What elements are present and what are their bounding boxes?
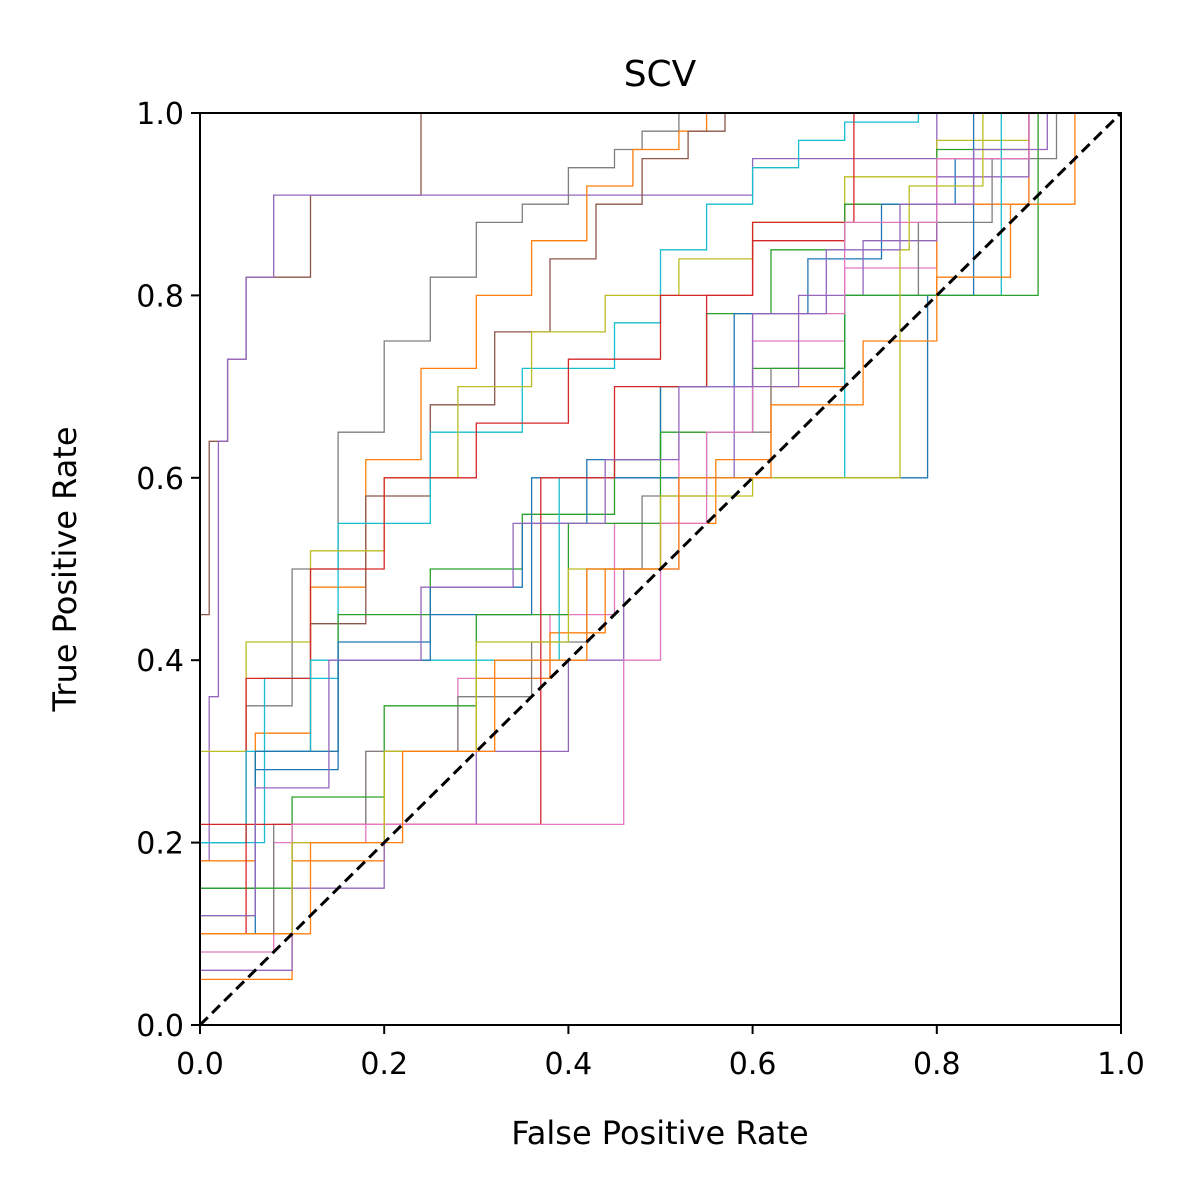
x-tick-label: 0.4 <box>545 1047 593 1082</box>
x-tick-label: 0.0 <box>176 1047 224 1082</box>
x-tick-label: 0.2 <box>360 1047 408 1082</box>
y-tick-label: 0.6 <box>136 462 184 497</box>
y-tick-label: 0.4 <box>136 644 184 679</box>
roc-curve-19 <box>200 113 1121 1025</box>
roc-curve-17 <box>200 113 1121 1025</box>
roc-curve-18 <box>200 113 1121 1025</box>
x-axis-label: False Positive Rate <box>511 1114 808 1152</box>
y-tick-label: 0.2 <box>136 827 184 862</box>
roc-curve-22 <box>200 113 1121 1025</box>
y-axis: 0.0 0.2 0.4 0.6 0.8 1.0 <box>136 97 200 1044</box>
roc-curve-2 <box>200 113 1121 1025</box>
roc-curve-14 <box>200 113 1121 1025</box>
y-tick-label: 0.0 <box>136 1009 184 1044</box>
x-tick-label: 0.6 <box>729 1047 777 1082</box>
plot-frame <box>199 112 1122 1026</box>
x-tick-label: 0.8 <box>913 1047 961 1082</box>
roc-curve-4 <box>200 113 1121 1025</box>
chart-title: SCV <box>624 54 697 95</box>
x-axis: 0.0 0.2 0.4 0.6 0.8 1.0 <box>176 1025 1145 1082</box>
y-axis-label: True Positive Rate <box>46 426 84 712</box>
y-tick-label: 1.0 <box>136 97 184 132</box>
series-layer <box>200 113 1121 1025</box>
roc-curve-3 <box>200 113 1121 1025</box>
y-tick-label: 0.8 <box>136 279 184 314</box>
x-tick-label: 1.0 <box>1097 1047 1145 1082</box>
chance-diagonal <box>198 111 1123 1027</box>
roc-curve-21 <box>200 113 1121 1025</box>
